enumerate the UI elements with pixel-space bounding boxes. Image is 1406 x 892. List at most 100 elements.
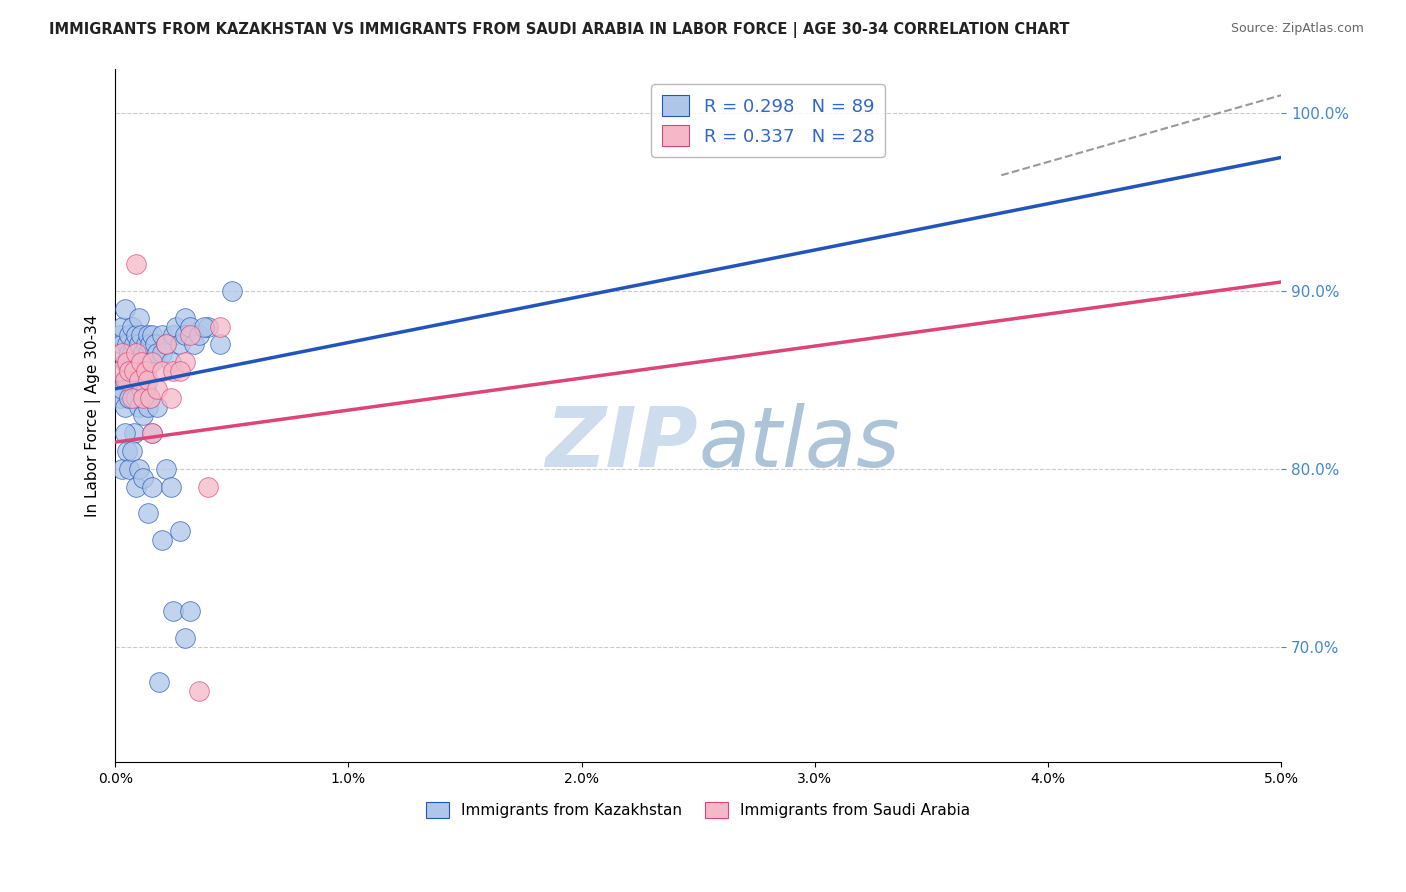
- Point: [118, 328, 141, 343]
- Text: atlas: atlas: [699, 402, 900, 483]
- Point: [141, 426, 163, 441]
- Point: [141, 355, 163, 369]
- Point: [209, 337, 232, 351]
- Point: [118, 346, 141, 360]
- Point: [174, 355, 197, 369]
- Point: [128, 310, 150, 325]
- Point: [115, 373, 138, 387]
- Point: [155, 337, 177, 351]
- Point: [165, 319, 187, 334]
- Point: [132, 471, 155, 485]
- Point: [125, 346, 148, 360]
- Point: [125, 355, 148, 369]
- Point: [128, 373, 150, 387]
- Point: [183, 337, 205, 351]
- Point: [188, 684, 211, 698]
- Y-axis label: In Labor Force | Age 30-34: In Labor Force | Age 30-34: [86, 314, 101, 516]
- Point: [193, 319, 215, 334]
- Point: [122, 364, 145, 378]
- Point: [108, 364, 131, 378]
- Point: [132, 409, 155, 423]
- Text: IMMIGRANTS FROM KAZAKHSTAN VS IMMIGRANTS FROM SAUDI ARABIA IN LABOR FORCE | AGE : IMMIGRANTS FROM KAZAKHSTAN VS IMMIGRANTS…: [49, 22, 1070, 38]
- Point: [121, 364, 143, 378]
- Point: [121, 444, 143, 458]
- Point: [139, 355, 162, 369]
- Point: [128, 462, 150, 476]
- Point: [108, 391, 131, 405]
- Point: [146, 382, 169, 396]
- Point: [146, 346, 169, 360]
- Point: [128, 391, 150, 405]
- Point: [132, 364, 155, 378]
- Point: [128, 364, 150, 378]
- Point: [148, 675, 170, 690]
- Point: [179, 604, 201, 618]
- Point: [209, 319, 232, 334]
- Point: [136, 346, 159, 360]
- Point: [121, 391, 143, 405]
- Point: [129, 373, 152, 387]
- Point: [114, 301, 136, 316]
- Point: [125, 480, 148, 494]
- Point: [150, 346, 173, 360]
- Point: [128, 400, 150, 414]
- Point: [134, 373, 156, 387]
- Point: [122, 337, 145, 351]
- Point: [114, 373, 136, 387]
- Point: [136, 373, 159, 387]
- Point: [136, 400, 159, 414]
- Point: [146, 400, 169, 414]
- Point: [115, 391, 138, 405]
- Point: [160, 391, 183, 405]
- Point: [141, 426, 163, 441]
- Point: [129, 328, 152, 343]
- Point: [150, 364, 173, 378]
- Point: [155, 337, 177, 351]
- Point: [150, 533, 173, 547]
- Point: [174, 328, 197, 343]
- Point: [179, 319, 201, 334]
- Point: [111, 337, 134, 351]
- Point: [121, 382, 143, 396]
- Point: [162, 364, 184, 378]
- Point: [160, 355, 183, 369]
- Point: [221, 284, 243, 298]
- Point: [139, 391, 162, 405]
- Point: [169, 524, 191, 538]
- Point: [162, 328, 184, 343]
- Point: [118, 364, 141, 378]
- Point: [155, 462, 177, 476]
- Point: [122, 426, 145, 441]
- Point: [134, 337, 156, 351]
- Point: [132, 346, 155, 360]
- Point: [118, 391, 141, 405]
- Point: [129, 355, 152, 369]
- Point: [125, 328, 148, 343]
- Point: [197, 319, 219, 334]
- Point: [115, 337, 138, 351]
- Point: [134, 382, 156, 396]
- Point: [143, 337, 166, 351]
- Point: [136, 328, 159, 343]
- Point: [125, 391, 148, 405]
- Point: [160, 480, 183, 494]
- Point: [114, 373, 136, 387]
- Point: [134, 364, 156, 378]
- Point: [141, 480, 163, 494]
- Text: Source: ZipAtlas.com: Source: ZipAtlas.com: [1230, 22, 1364, 36]
- Point: [115, 373, 138, 387]
- Point: [111, 346, 134, 360]
- Point: [121, 346, 143, 360]
- Point: [136, 506, 159, 520]
- Point: [139, 337, 162, 351]
- Point: [169, 337, 191, 351]
- Point: [118, 462, 141, 476]
- Point: [108, 328, 131, 343]
- Point: [129, 355, 152, 369]
- Point: [132, 391, 155, 405]
- Point: [115, 444, 138, 458]
- Point: [169, 364, 191, 378]
- Point: [162, 604, 184, 618]
- Text: ZIP: ZIP: [546, 402, 699, 483]
- Point: [125, 257, 148, 271]
